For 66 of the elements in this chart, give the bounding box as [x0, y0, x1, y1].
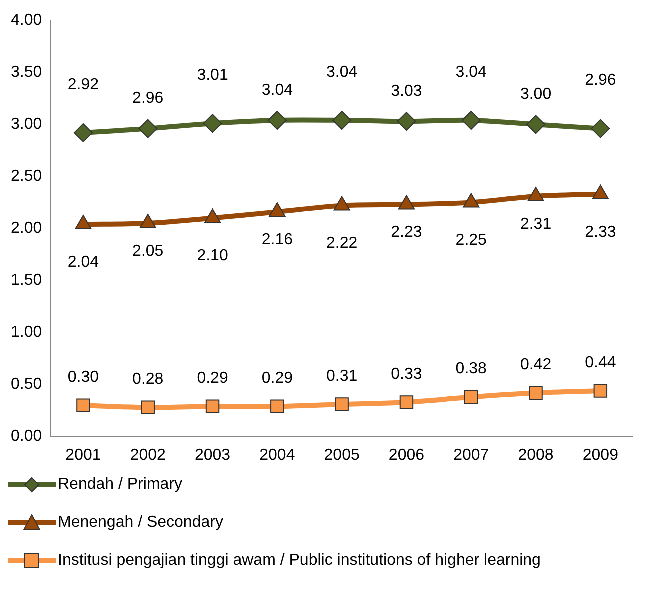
- x-tick-label: 2002: [130, 446, 166, 464]
- point: [594, 384, 608, 398]
- point: [400, 396, 414, 410]
- point: [529, 386, 543, 400]
- data-label: 0.33: [391, 366, 422, 383]
- data-label: 2.31: [520, 216, 552, 233]
- point: [526, 115, 546, 134]
- data-label: 2.96: [585, 72, 616, 90]
- point: [138, 119, 158, 138]
- text: 2.00: [11, 220, 42, 238]
- data-label: 2.10: [197, 248, 228, 265]
- point: [74, 123, 93, 142]
- text: 0.00: [11, 428, 42, 446]
- data-label: 0.28: [132, 371, 164, 388]
- point: [141, 400, 155, 415]
- text: 1.00: [11, 324, 42, 342]
- point: [206, 400, 220, 414]
- data-label: 2.23: [391, 224, 422, 242]
- text: 4.00: [11, 12, 42, 30]
- data-label: 3.01: [197, 67, 228, 84]
- data-label: 3.04: [456, 64, 488, 81]
- data-label: 2.33: [585, 224, 616, 241]
- point: [270, 400, 284, 414]
- text: 2.50: [11, 168, 42, 186]
- x-tick-label: 2004: [260, 446, 296, 464]
- data-label: 2.25: [456, 232, 488, 250]
- text: 3.00: [11, 116, 42, 134]
- x-tick-label: 2009: [582, 446, 619, 464]
- x-tick-label: 2008: [518, 446, 554, 464]
- point: [332, 110, 352, 130]
- x-tick-label: 2005: [324, 446, 360, 464]
- point: [462, 110, 481, 130]
- data-label: 0.29: [262, 370, 294, 388]
- point: [76, 398, 90, 412]
- point: [397, 112, 416, 132]
- point: [591, 119, 610, 138]
- data-label: 0.29: [197, 370, 228, 388]
- x-tick-label: 2006: [388, 446, 425, 464]
- text: 1.50: [11, 272, 42, 290]
- data-label: 2.04: [68, 254, 100, 271]
- x-tick-label: 2003: [194, 446, 231, 464]
- data-label: 0.42: [520, 356, 552, 374]
- x-tick-label: 2001: [66, 446, 102, 464]
- text: 0.50: [11, 376, 42, 394]
- point: [203, 114, 222, 134]
- data-label: 2.96: [132, 90, 164, 108]
- data-label: 0.44: [585, 354, 616, 372]
- data-label: 2.22: [326, 235, 358, 252]
- legend-label: Menengah / Secondary: [58, 514, 224, 532]
- point: [335, 398, 349, 412]
- data-label: 3.00: [520, 86, 552, 104]
- data-label: 3.04: [326, 64, 358, 81]
- legend-label: Rendah / Primary: [58, 476, 182, 494]
- point: [464, 390, 478, 404]
- data-label: 0.31: [326, 368, 358, 385]
- data-label: 0.30: [68, 368, 100, 386]
- x-tick-label: 2007: [454, 446, 490, 464]
- data-label: 0.38: [456, 360, 488, 378]
- text: 3.50: [11, 64, 42, 82]
- legend-label: Institusi pengajian tinggi awam / Public institutions of higher learning: [58, 552, 541, 570]
- data-label: 3.03: [391, 82, 422, 100]
- data-label: 3.04: [262, 82, 294, 99]
- data-label: 2.16: [262, 231, 294, 248]
- point: [268, 110, 287, 130]
- data-label: 2.92: [68, 76, 100, 94]
- data-label: 2.05: [132, 242, 164, 260]
